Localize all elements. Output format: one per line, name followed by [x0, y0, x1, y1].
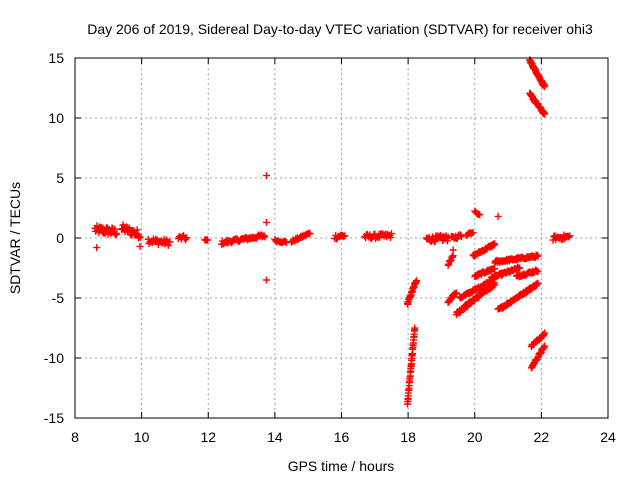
- data-point: [565, 233, 573, 241]
- y-tick-label: 15: [48, 50, 64, 66]
- data-point: [387, 234, 395, 242]
- data-point: [263, 218, 270, 226]
- data-point: [541, 329, 549, 337]
- x-tick-labels: 8 10 12 14 16 18 20 22 24: [71, 429, 616, 445]
- y-tick-label: 0: [56, 230, 64, 246]
- data-point: [282, 238, 290, 246]
- y-tick-label: -15: [44, 410, 64, 426]
- data-point: [113, 230, 121, 237]
- data-point: [306, 230, 314, 238]
- x-tick-label: 14: [267, 429, 283, 445]
- data-point: [469, 229, 477, 237]
- data-point: [491, 240, 499, 248]
- data-point: [136, 234, 144, 241]
- data-point: [263, 172, 270, 180]
- y-tick-label: 5: [56, 170, 64, 186]
- data-point: [411, 324, 419, 332]
- x-tick-label: 18: [400, 429, 416, 445]
- data-point: [136, 242, 144, 250]
- y-tick-label: -10: [44, 350, 64, 366]
- data-point: [452, 289, 460, 297]
- chart-title: Day 206 of 2019, Sidereal Day-to-day VTE…: [87, 21, 593, 37]
- y-tick-labels: -15 -10 -5 0 5 10 15: [44, 50, 64, 426]
- y-tick-label: 10: [48, 110, 64, 126]
- data-point: [457, 233, 465, 240]
- data-point: [204, 236, 212, 244]
- x-tick-label: 8: [71, 429, 79, 445]
- x-tick-label: 22: [534, 429, 550, 445]
- data-point: [541, 110, 549, 118]
- data-point: [476, 211, 484, 219]
- data-point: [413, 277, 420, 285]
- x-tick-label: 10: [134, 429, 150, 445]
- data-point: [541, 82, 549, 90]
- data-point: [516, 264, 524, 272]
- x-tick-label: 16: [334, 429, 350, 445]
- data-point: [534, 279, 542, 287]
- data-point: [261, 233, 269, 241]
- data-point: [260, 232, 268, 240]
- data-point: [566, 232, 574, 240]
- data-points: [91, 56, 574, 408]
- data-point: [541, 342, 549, 350]
- x-tick-label: 24: [600, 429, 616, 445]
- x-axis-label: GPS time / hours: [288, 458, 395, 474]
- data-point: [93, 244, 101, 252]
- data-point: [388, 230, 395, 238]
- data-point: [534, 252, 542, 260]
- data-point: [494, 212, 502, 220]
- x-tick-label: 12: [200, 429, 216, 445]
- data-point: [534, 268, 542, 275]
- data-point: [263, 276, 270, 284]
- data-point: [183, 234, 191, 242]
- data-point: [341, 232, 349, 240]
- y-axis-label: SDTVAR / TECUs: [7, 182, 23, 294]
- axis-ticks: [74, 57, 609, 419]
- data-point: [166, 238, 174, 246]
- y-tick-label: -5: [52, 290, 65, 306]
- data-point: [449, 246, 457, 254]
- data-point: [164, 242, 172, 249]
- x-tick-label: 20: [467, 429, 483, 445]
